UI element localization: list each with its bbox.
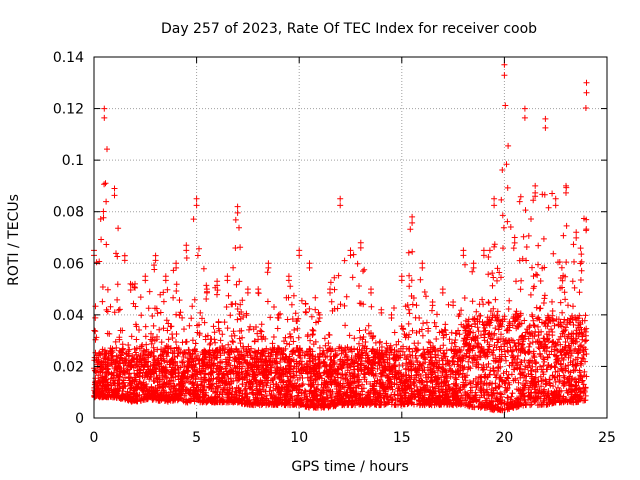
- y-tick-label: 0.04: [53, 308, 84, 324]
- y-tick-label: 0.1: [62, 153, 84, 169]
- y-tick-label: 0.08: [53, 205, 84, 221]
- y-axis-label: ROTI / TECUs: [6, 194, 22, 286]
- y-tick-labels: 0 0.02 0.04 0.06 0.08 0.1 0.12 0.14: [53, 50, 84, 427]
- y-tick-label: 0.14: [53, 50, 84, 66]
- y-tick-label: 0.12: [53, 102, 84, 118]
- roti-points: [91, 61, 590, 414]
- y-tick-label: 0.02: [53, 359, 84, 375]
- y-tick-label: 0: [75, 411, 84, 427]
- chart-title: Day 257 of 2023, Rate Of TEC Index for r…: [161, 21, 537, 37]
- x-tick-label: 5: [192, 430, 201, 446]
- x-tick-label: 15: [393, 430, 411, 446]
- plot-frame: [93, 56, 608, 419]
- x-tick-label: 25: [598, 430, 616, 446]
- y-tick-label: 0.06: [53, 256, 84, 272]
- x-tick-label: 0: [90, 430, 99, 446]
- axis-ticks: [93, 56, 608, 419]
- x-axis-label: GPS time / hours: [291, 459, 408, 475]
- x-tick-labels: 0 5 10 15 20 25: [90, 430, 616, 446]
- x-tick-label: 20: [495, 430, 513, 446]
- x-tick-label: 10: [290, 430, 308, 446]
- data-points: [91, 61, 590, 414]
